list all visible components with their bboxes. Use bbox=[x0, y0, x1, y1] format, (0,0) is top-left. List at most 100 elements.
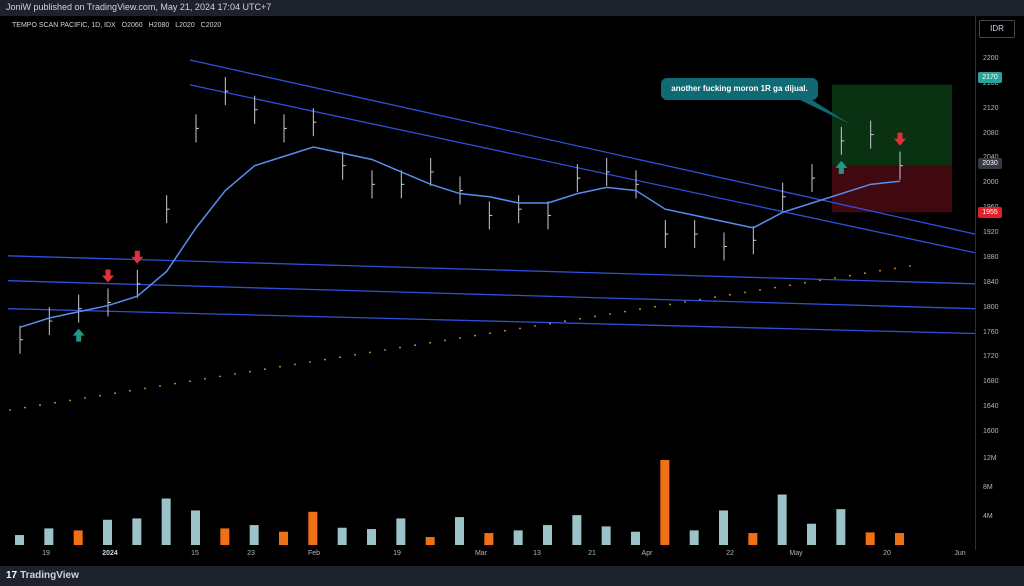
long-ma-dot bbox=[759, 289, 761, 291]
long-ma-dot bbox=[624, 310, 626, 313]
long-ma-dot bbox=[714, 296, 716, 299]
published-text: JoniW published on TradingView.com, May … bbox=[6, 2, 272, 12]
volume-bar bbox=[513, 530, 523, 545]
long-ma-dot bbox=[459, 337, 461, 339]
long-ma-dot bbox=[144, 387, 146, 390]
long-ma-dot bbox=[579, 317, 581, 320]
long-ma-dot bbox=[864, 272, 866, 275]
time-tick-label: 15 bbox=[191, 550, 199, 557]
long-ma-dot bbox=[504, 329, 506, 332]
long-ma-dot bbox=[294, 363, 296, 366]
volume-bar bbox=[161, 498, 171, 545]
long-ma-dot bbox=[444, 339, 446, 342]
tradingview-footer: 17 TradingView bbox=[0, 566, 1024, 586]
long-ma-dot bbox=[474, 334, 476, 337]
price-axis[interactable] bbox=[975, 16, 1019, 550]
volume-bar bbox=[631, 531, 640, 545]
volume-bar bbox=[367, 529, 376, 545]
volume-bar bbox=[601, 526, 611, 545]
moving-average-line bbox=[19, 146, 901, 329]
long-ma-dot bbox=[879, 269, 881, 272]
long-ma-dot bbox=[354, 353, 356, 356]
long-ma-dot bbox=[129, 389, 131, 392]
currency-button[interactable]: IDR bbox=[979, 20, 1015, 38]
volume-bar bbox=[895, 533, 904, 545]
price-tick-label: 2160 bbox=[983, 79, 999, 87]
volume-tick-label: 4M bbox=[983, 513, 993, 520]
long-ma-dot bbox=[849, 274, 851, 277]
long-ma-dot bbox=[159, 385, 161, 387]
long-ma-dot bbox=[9, 409, 11, 411]
annotation-callout[interactable]: another fucking moron 1R ga dijual. bbox=[661, 78, 818, 100]
price-tick-label: 1600 bbox=[983, 428, 999, 435]
target-price-tag: 2170 bbox=[978, 72, 1002, 83]
buy-arrow-icon bbox=[835, 160, 848, 174]
volume-bar bbox=[484, 533, 494, 545]
open-value: O2060 bbox=[121, 22, 143, 29]
high-value: H2080 bbox=[148, 22, 170, 29]
long-ma-dot bbox=[639, 308, 641, 311]
long-ma-dot bbox=[804, 281, 806, 284]
long-ma-dot bbox=[894, 267, 896, 270]
volume-bar bbox=[572, 515, 582, 545]
volume-bar bbox=[15, 535, 24, 545]
long-ma-dot bbox=[744, 291, 746, 294]
long-ma-dot bbox=[189, 380, 191, 383]
long-ma-dot bbox=[429, 341, 431, 344]
volume-bar bbox=[132, 518, 142, 545]
volume-bar bbox=[425, 537, 435, 545]
long-ma-dot bbox=[114, 392, 116, 395]
time-tick-label: Mar bbox=[474, 550, 488, 557]
volume-bar bbox=[279, 531, 288, 545]
tv-logo-icon: 17 bbox=[6, 570, 18, 581]
trendline-support-1 bbox=[7, 255, 976, 285]
long-ma-dot bbox=[174, 382, 176, 385]
long-ma-dot bbox=[234, 373, 236, 375]
long-ma-dot bbox=[264, 368, 266, 371]
volume-bar bbox=[719, 510, 728, 545]
long-ma-dot bbox=[609, 313, 611, 315]
long-ma-dot bbox=[729, 293, 731, 296]
time-tick-label: Feb bbox=[307, 550, 321, 557]
volume-bar bbox=[44, 528, 54, 545]
long-ma-dot bbox=[324, 358, 326, 361]
volume-bar bbox=[660, 460, 670, 545]
long-ma-dot bbox=[369, 351, 371, 354]
volume-bar bbox=[836, 509, 846, 545]
time-tick-label: Jun bbox=[954, 550, 966, 557]
long-ma-dot bbox=[909, 265, 911, 267]
price-tick-label: 1640 bbox=[983, 403, 999, 411]
long-ma-dot bbox=[519, 327, 521, 330]
long-ma-dot bbox=[339, 356, 341, 359]
price-tick-label: 2000 bbox=[983, 179, 999, 187]
trendline-upper-channel bbox=[189, 59, 976, 235]
long-ma-dot bbox=[594, 315, 596, 318]
profit-zone bbox=[832, 84, 952, 166]
price-tick-label: 1920 bbox=[983, 229, 999, 237]
long-ma-dot bbox=[384, 349, 386, 351]
long-ma-dot bbox=[24, 406, 26, 409]
current-price-tag: 2030 bbox=[978, 158, 1002, 169]
long-ma-dot bbox=[654, 305, 656, 308]
price-tick-label: 1720 bbox=[983, 353, 999, 361]
long-ma-dot bbox=[684, 301, 686, 303]
trendline-support-2 bbox=[7, 280, 976, 310]
volume-bar bbox=[103, 519, 112, 545]
long-ma-dot bbox=[414, 344, 416, 347]
long-ma-dot bbox=[534, 325, 536, 327]
long-ma-dot bbox=[279, 365, 281, 368]
volume-bar bbox=[396, 518, 406, 545]
buy-arrow-icon bbox=[72, 328, 85, 342]
long-ma-dot bbox=[774, 286, 776, 289]
price-tick-label: 1840 bbox=[983, 278, 999, 286]
time-tick-label: May bbox=[789, 550, 803, 557]
tradingview-logo[interactable]: 17 TradingView bbox=[6, 570, 79, 581]
long-ma-dot bbox=[834, 277, 836, 279]
long-ma-dot bbox=[489, 332, 491, 335]
volume-tick-label: 8M bbox=[983, 484, 993, 491]
time-tick-label: 23 bbox=[247, 550, 255, 557]
long-ma-dot bbox=[204, 377, 206, 380]
volume-bar bbox=[308, 511, 318, 545]
long-ma-dot bbox=[699, 298, 701, 301]
